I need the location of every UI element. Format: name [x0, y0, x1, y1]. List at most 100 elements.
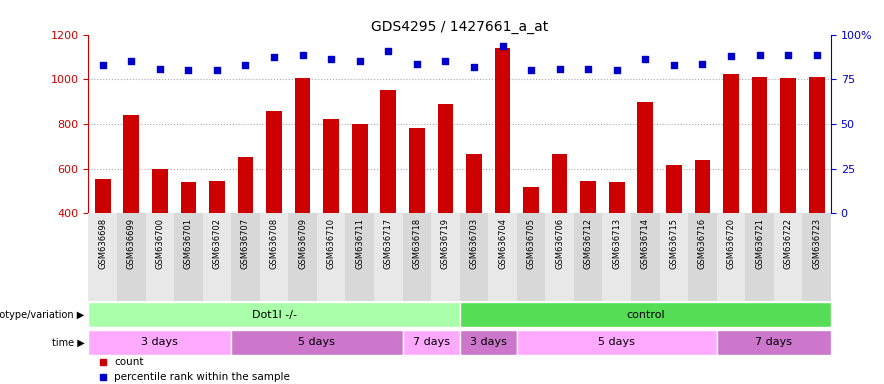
- Bar: [288, 214, 316, 301]
- Bar: [666, 165, 682, 214]
- Bar: [488, 214, 517, 301]
- Bar: [581, 181, 596, 214]
- Text: 3 days: 3 days: [469, 338, 507, 348]
- Text: GSM636723: GSM636723: [812, 218, 821, 269]
- Bar: [774, 214, 803, 301]
- Text: GSM636711: GSM636711: [355, 218, 364, 269]
- Text: 3 days: 3 days: [141, 338, 179, 348]
- Bar: [659, 214, 688, 301]
- Text: GSM636717: GSM636717: [384, 218, 392, 269]
- Bar: [402, 330, 460, 355]
- Text: GSM636705: GSM636705: [527, 218, 536, 269]
- Bar: [745, 214, 774, 301]
- Bar: [717, 214, 745, 301]
- Bar: [174, 214, 202, 301]
- Text: Dot1l -/-: Dot1l -/-: [252, 310, 296, 319]
- Text: GSM636718: GSM636718: [412, 218, 422, 269]
- Text: GSM636713: GSM636713: [613, 218, 621, 269]
- Text: GSM636715: GSM636715: [669, 218, 678, 269]
- Bar: [374, 214, 402, 301]
- Bar: [316, 214, 346, 301]
- Text: 7 days: 7 days: [755, 338, 792, 348]
- Text: 7 days: 7 days: [413, 338, 450, 348]
- Text: GSM636709: GSM636709: [298, 218, 307, 269]
- Bar: [146, 214, 174, 301]
- Point: [410, 61, 424, 67]
- Text: GSM636719: GSM636719: [441, 218, 450, 269]
- Bar: [460, 330, 517, 355]
- Bar: [409, 128, 424, 214]
- Text: GSM636701: GSM636701: [184, 218, 193, 269]
- Text: GSM636721: GSM636721: [755, 218, 764, 269]
- Text: GSM636722: GSM636722: [783, 218, 793, 269]
- Text: count: count: [114, 357, 144, 367]
- Bar: [517, 330, 717, 355]
- Point: [638, 56, 652, 62]
- Text: GSM636704: GSM636704: [498, 218, 507, 269]
- Bar: [460, 302, 831, 327]
- Bar: [431, 214, 460, 301]
- Text: GSM636712: GSM636712: [583, 218, 592, 269]
- Bar: [180, 182, 196, 214]
- Bar: [95, 179, 110, 214]
- Point: [724, 53, 738, 59]
- Point: [95, 62, 110, 68]
- Text: GSM636699: GSM636699: [126, 218, 136, 269]
- Text: GSM636714: GSM636714: [641, 218, 650, 269]
- Bar: [324, 119, 339, 214]
- Text: GSM636716: GSM636716: [698, 218, 707, 269]
- Point: [467, 64, 481, 70]
- Point: [610, 67, 624, 73]
- Bar: [717, 330, 831, 355]
- Point: [239, 62, 253, 68]
- Bar: [88, 214, 117, 301]
- Point: [210, 67, 224, 73]
- Point: [153, 65, 167, 71]
- Point: [181, 67, 195, 73]
- Bar: [232, 330, 402, 355]
- Bar: [723, 74, 739, 214]
- Bar: [380, 90, 396, 214]
- Bar: [603, 214, 631, 301]
- Bar: [545, 214, 574, 301]
- Bar: [495, 48, 510, 214]
- Point: [353, 58, 367, 65]
- Bar: [210, 181, 225, 214]
- Point: [495, 43, 509, 49]
- Text: percentile rank within the sample: percentile rank within the sample: [114, 372, 290, 382]
- Point: [581, 65, 595, 71]
- Text: GSM636707: GSM636707: [241, 218, 250, 269]
- Text: 5 days: 5 days: [299, 338, 335, 348]
- Text: GSM636700: GSM636700: [156, 218, 164, 269]
- Bar: [117, 214, 146, 301]
- Point: [552, 65, 567, 71]
- Bar: [266, 111, 282, 214]
- Bar: [688, 214, 717, 301]
- Point: [781, 51, 796, 58]
- Bar: [637, 102, 653, 214]
- Bar: [124, 115, 139, 214]
- Text: genotype/variation ▶: genotype/variation ▶: [0, 310, 85, 319]
- Bar: [803, 214, 831, 301]
- Point: [324, 56, 339, 62]
- Bar: [552, 154, 568, 214]
- Point: [124, 58, 138, 65]
- Text: GSM636708: GSM636708: [270, 218, 278, 269]
- Bar: [346, 214, 374, 301]
- Bar: [352, 124, 368, 214]
- Point: [438, 58, 453, 65]
- Bar: [438, 104, 453, 214]
- Bar: [631, 214, 659, 301]
- Bar: [238, 157, 254, 214]
- Text: 5 days: 5 days: [598, 338, 636, 348]
- Bar: [781, 78, 796, 214]
- Point: [295, 51, 309, 58]
- Point: [810, 51, 824, 58]
- Bar: [609, 182, 625, 214]
- Bar: [695, 160, 711, 214]
- Bar: [523, 187, 539, 214]
- Text: GSM636698: GSM636698: [98, 218, 107, 269]
- Bar: [809, 77, 825, 214]
- Bar: [260, 214, 288, 301]
- Bar: [466, 154, 482, 214]
